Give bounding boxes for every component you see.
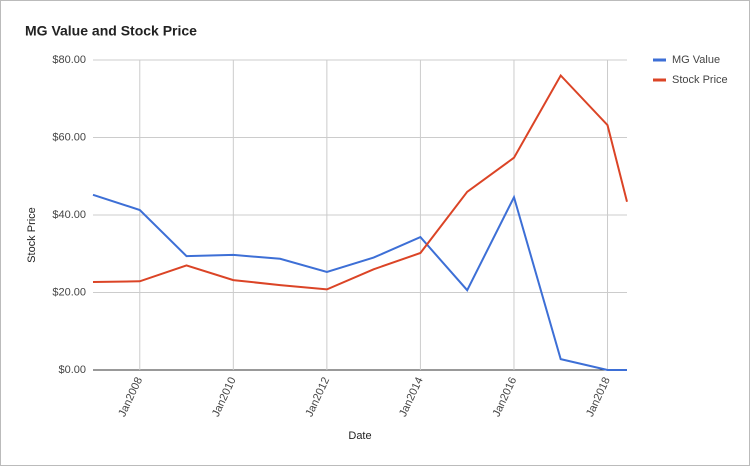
series-line [92,73,628,291]
legend-label: MG Value [672,54,720,66]
x-axis-title: Date [348,430,371,442]
legend-label: Stock Price [672,74,728,86]
series-line [92,193,627,371]
chart-title: MG Value and Stock Price [25,23,197,39]
y-tick-label: $20.00 [52,286,86,298]
y-tick-label: $80.00 [52,54,86,66]
y-tick-label: $40.00 [52,209,86,221]
y-axis-title: Stock Price [26,207,38,263]
y-tick-label: $0.00 [58,364,86,376]
y-tick-label: $60.00 [52,131,86,143]
